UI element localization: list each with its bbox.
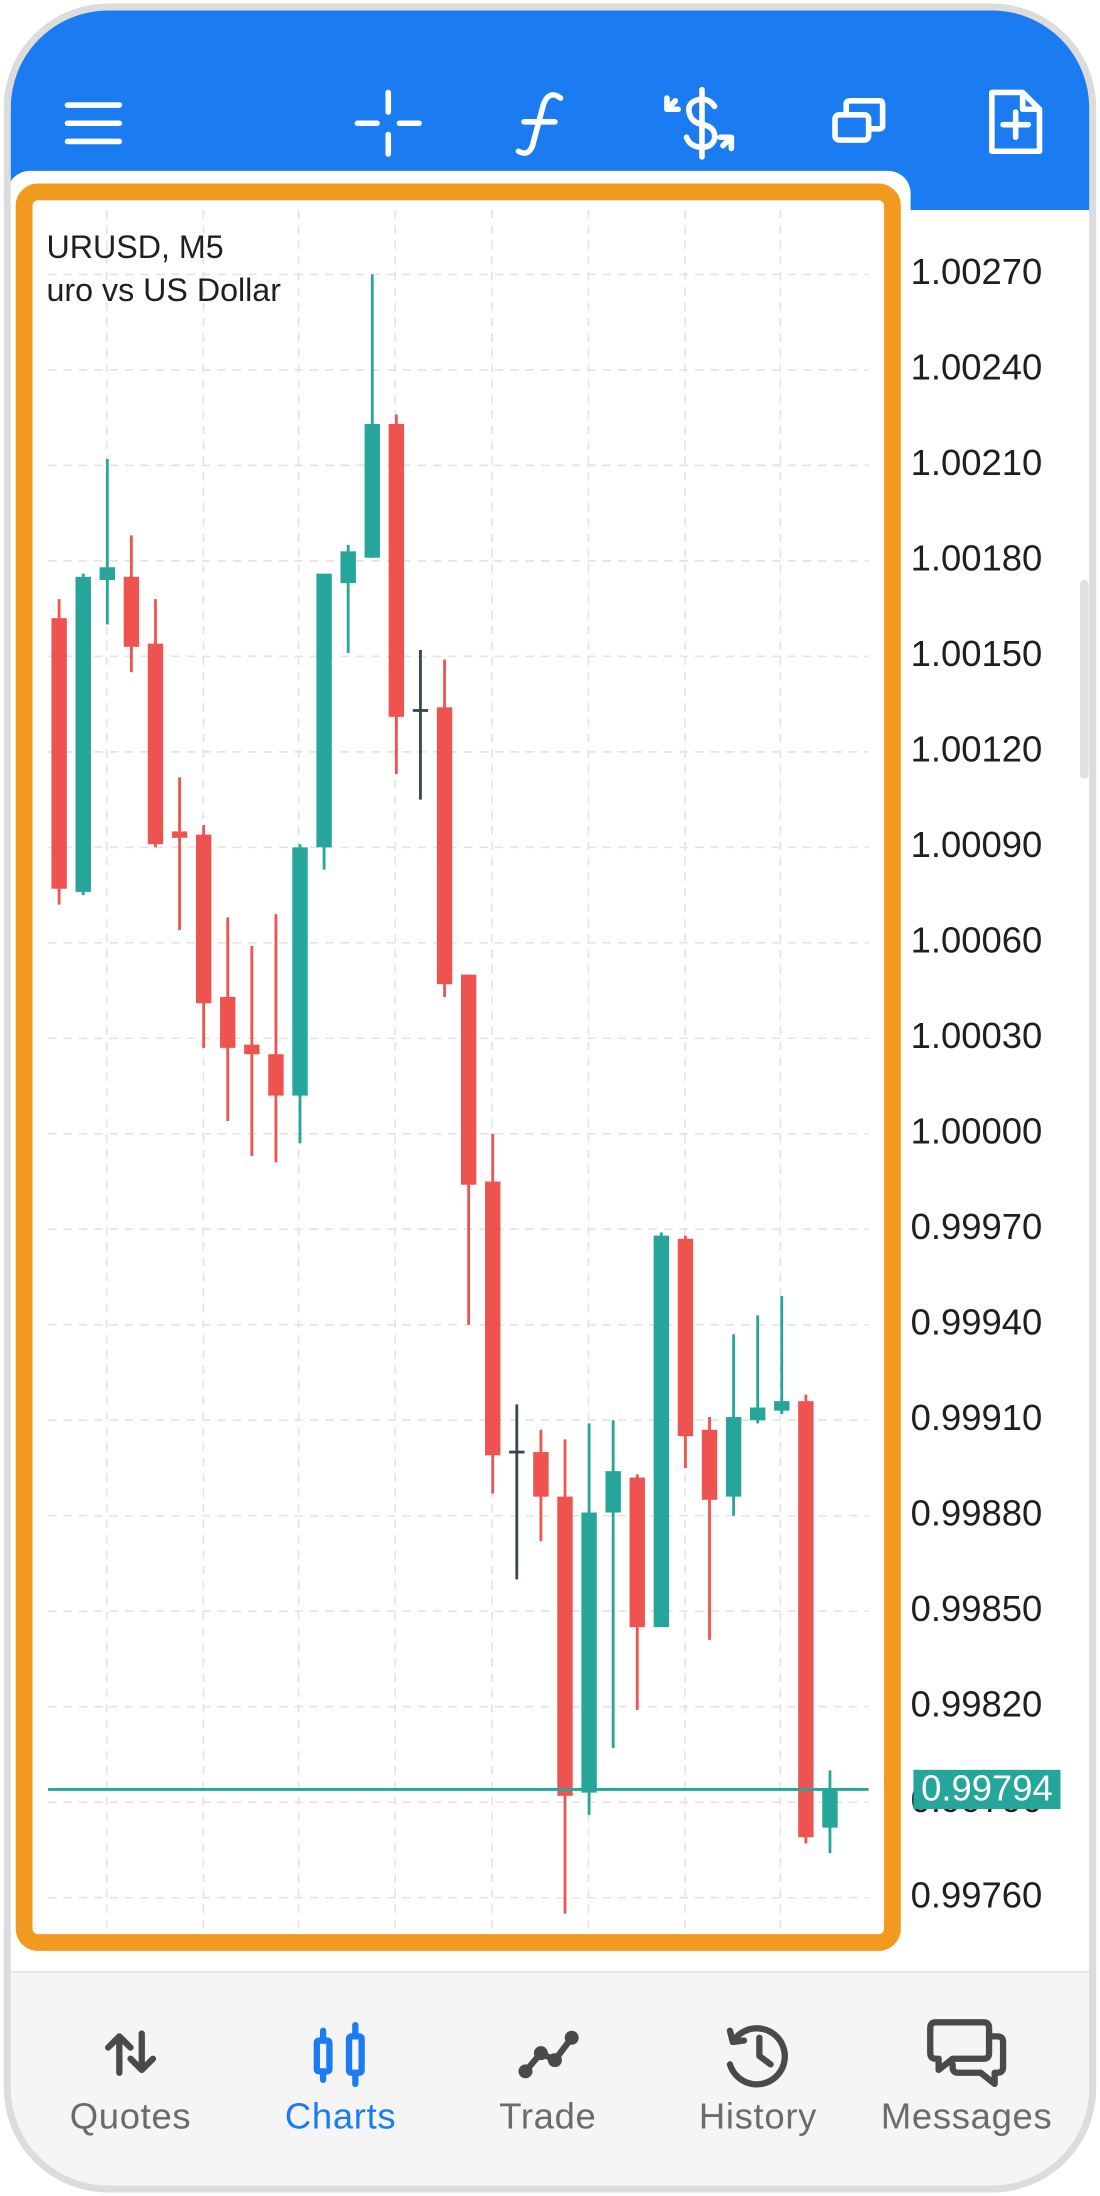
candle-body [268,1054,284,1096]
y-tick-label: 0.99910 [911,1397,1043,1438]
y-tick-label: 0.99760 [911,1874,1043,1915]
candle-body [123,576,140,647]
candle-body [364,424,380,558]
history-tab[interactable]: History [699,2025,817,2137]
candle-body [557,1496,573,1796]
charts-icon [313,2021,365,2088]
new-order-icon [989,89,1043,155]
y-tick-label: 0.99850 [911,1588,1043,1629]
candle-body [822,1789,838,1828]
candle-body [485,1181,501,1456]
candle-body [340,551,356,584]
tab-label: Quotes [70,2096,192,2137]
trade-dots [518,2030,579,2079]
candle-body [436,707,453,985]
candle-body [244,1044,260,1055]
candle-body [725,1417,742,1497]
quotes-icon [104,2030,157,2076]
scrollbar [1080,579,1089,779]
y-tick-label: 1.00210 [911,442,1043,483]
history-icon [726,2025,788,2088]
candle-body [605,1471,621,1513]
y-tick-label: 1.00000 [911,1110,1043,1151]
y-tick-label: 0.99940 [911,1301,1043,1342]
y-tick-label: 1.00180 [911,538,1043,579]
candle-body [653,1235,670,1628]
y-tick-label: 1.00150 [911,633,1043,674]
menu-icon [64,102,123,145]
candle-body [316,573,332,848]
price-axis: 1.00270 1.00240 1.00210 1.00180 1.00150 1.001… [911,251,1043,1915]
trade-line [522,2034,575,2075]
candle-body [581,1512,597,1793]
menu-button[interactable] [64,102,123,145]
plot-area [51,274,838,1914]
candle-body [798,1401,814,1838]
y-tick-label: 1.00270 [911,251,1043,292]
windows-button[interactable] [832,98,886,143]
candle-body [629,1477,645,1628]
crosshair-button[interactable] [354,89,422,157]
trade-tab[interactable]: Trade [499,2030,596,2137]
current-price: 0.99794 [47,1767,1061,1810]
chart-subtitle: uro vs US Dollar [47,272,282,308]
bottom-nav [7,1971,1093,2189]
candle-body [677,1238,694,1437]
candle-body [774,1401,790,1411]
indicators-icon [515,92,564,156]
tab-label: Charts [285,2096,396,2137]
candle-body [171,831,188,838]
candle-body [509,1450,525,1454]
candle-body [749,1407,766,1421]
current-price-tag [913,1769,1061,1810]
indicators-button[interactable] [515,92,564,156]
messages-tab[interactable]: Messages [881,2019,1053,2137]
y-tick-label: 1.00120 [911,728,1043,769]
new-order-button[interactable] [989,89,1043,155]
y-tick-label: 1.00030 [911,1015,1043,1056]
crosshair-icon [354,89,422,157]
candle-body [412,709,429,712]
trade-icon [664,86,735,160]
y-tick-label: 0.99880 [911,1492,1043,1533]
y-tick-label: 0.99970 [911,1206,1043,1247]
highlight-frame [15,183,901,1951]
y-tick-label: 1.00090 [911,824,1043,865]
tab-label: Messages [881,2096,1053,2137]
candle-body [147,643,164,845]
axis-area [896,210,1093,1978]
current-price-label: 0.99794 [921,1767,1053,1808]
candle-body [51,618,67,889]
candle-body [195,834,212,1004]
candle-body [75,576,91,892]
candle-body [99,567,116,580]
candle-body [701,1429,718,1500]
candle-body [460,974,477,1185]
messages-icon [927,2019,1007,2088]
quotes-tab[interactable]: Quotes [70,2030,192,2137]
phone-frame [3,3,1097,2193]
candle-body [388,424,405,717]
grid [47,210,869,1930]
trade-button[interactable] [664,86,735,160]
y-tick-label: 0.99820 [911,1683,1043,1724]
y-tick-label: 1.00240 [911,347,1043,388]
candle-body [533,1452,549,1497]
window-back [843,98,886,132]
candle-body [292,847,308,1096]
chart-title: URUSD, M5 [47,229,224,265]
charts-tab[interactable]: Charts [285,2021,396,2137]
tab-label: Trade [499,2096,596,2137]
candle-body [220,996,236,1048]
tab-label: History [699,2096,817,2137]
y-tick-label: 1.00060 [911,919,1043,960]
